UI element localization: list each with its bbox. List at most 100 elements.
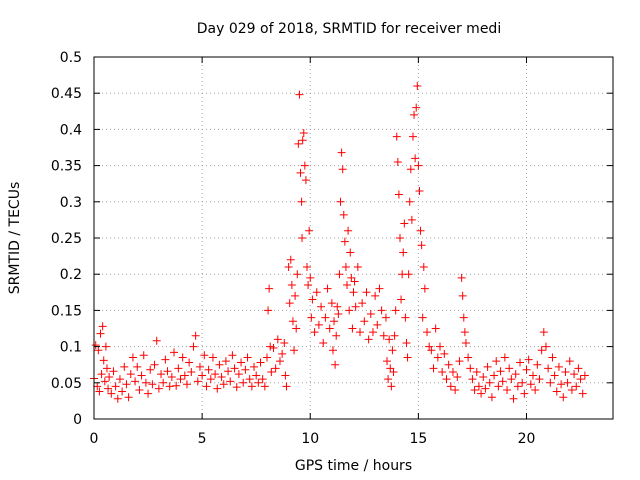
data-point xyxy=(323,284,332,293)
data-point xyxy=(415,186,424,195)
data-point xyxy=(217,373,226,382)
data-point xyxy=(267,367,276,376)
data-point xyxy=(346,248,355,257)
data-point xyxy=(402,338,411,347)
grid xyxy=(94,57,613,419)
data-point xyxy=(115,375,124,384)
data-point xyxy=(165,382,174,391)
data-point xyxy=(407,215,416,224)
data-point xyxy=(381,313,390,322)
data-point xyxy=(400,219,409,228)
data-point xyxy=(295,90,304,99)
data-point xyxy=(297,197,306,206)
y-tick-label: 0.2 xyxy=(60,267,82,283)
data-point xyxy=(275,357,284,366)
y-tick-label: 0.4 xyxy=(60,122,82,138)
data-point xyxy=(328,346,337,355)
data-point xyxy=(490,371,499,380)
data-point xyxy=(505,364,514,373)
data-point xyxy=(500,353,509,362)
data-point xyxy=(353,262,362,271)
data-point xyxy=(170,348,179,357)
data-point xyxy=(347,273,356,282)
data-point xyxy=(298,234,307,242)
data-point xyxy=(101,342,110,351)
data-point xyxy=(141,378,150,387)
data-point xyxy=(195,362,204,371)
data-point xyxy=(290,346,299,355)
data-point xyxy=(332,331,341,340)
data-point xyxy=(146,365,155,374)
data-point xyxy=(531,386,540,395)
data-point xyxy=(124,393,133,402)
data-point xyxy=(292,324,301,333)
data-point xyxy=(433,353,442,362)
data-point xyxy=(334,310,343,319)
data-point xyxy=(574,364,583,373)
axis-ticks: 0 0.05 0.1 0.15 0.2 0.25 0.3 0.35 0.4 0.45 0.5 0 5 10… xyxy=(51,50,613,447)
data-point xyxy=(161,355,170,364)
data-point xyxy=(135,386,144,395)
data-point xyxy=(414,161,423,170)
data-point xyxy=(271,364,280,373)
data-point xyxy=(425,342,434,351)
data-point xyxy=(107,389,116,398)
y-tick-label: 0.3 xyxy=(60,195,82,211)
data-point xyxy=(96,329,105,338)
data-point xyxy=(97,370,106,379)
data-point xyxy=(99,356,108,365)
data-point xyxy=(448,367,457,376)
data-point xyxy=(211,370,220,379)
data-point xyxy=(578,389,587,398)
data-point xyxy=(368,328,377,337)
data-point xyxy=(383,357,392,366)
data-point xyxy=(150,360,159,369)
data-point xyxy=(345,306,354,315)
data-point xyxy=(321,313,330,322)
data-point xyxy=(524,355,533,364)
data-point xyxy=(417,241,426,250)
data-point xyxy=(390,331,399,340)
data-point xyxy=(371,291,380,300)
data-point xyxy=(348,324,357,333)
data-point xyxy=(314,320,323,329)
data-point xyxy=(470,386,479,395)
data-point xyxy=(280,338,289,347)
data-point xyxy=(300,161,309,170)
data-point xyxy=(263,353,271,362)
data-point xyxy=(399,248,408,257)
data-point xyxy=(412,103,421,112)
data-point xyxy=(278,349,287,358)
data-point xyxy=(442,375,451,384)
data-point xyxy=(284,262,293,271)
data-point xyxy=(405,197,414,206)
data-point xyxy=(429,364,438,373)
data-point xyxy=(167,373,176,382)
data-point xyxy=(385,335,394,344)
data-point xyxy=(109,367,118,376)
data-point xyxy=(260,382,269,391)
data-point xyxy=(204,365,213,374)
data-point xyxy=(287,281,296,290)
data-point xyxy=(111,382,120,391)
data-point xyxy=(459,313,468,322)
data-point xyxy=(330,317,339,326)
data-point xyxy=(455,357,464,366)
data-point xyxy=(245,375,254,384)
data-point xyxy=(224,367,233,376)
data-point xyxy=(474,382,483,391)
data-point xyxy=(191,331,200,340)
data-point xyxy=(362,288,371,297)
data-point xyxy=(176,375,185,384)
data-point xyxy=(198,371,207,380)
data-point xyxy=(325,324,334,333)
data-point xyxy=(520,389,529,398)
data-point xyxy=(206,375,215,384)
data-point xyxy=(548,353,557,362)
data-point xyxy=(202,382,211,391)
data-point xyxy=(157,370,166,379)
data-point xyxy=(366,310,375,319)
data-point xyxy=(557,380,566,389)
y-axis-label: SRMTID / TECUs xyxy=(7,182,23,295)
data-point xyxy=(518,378,527,387)
